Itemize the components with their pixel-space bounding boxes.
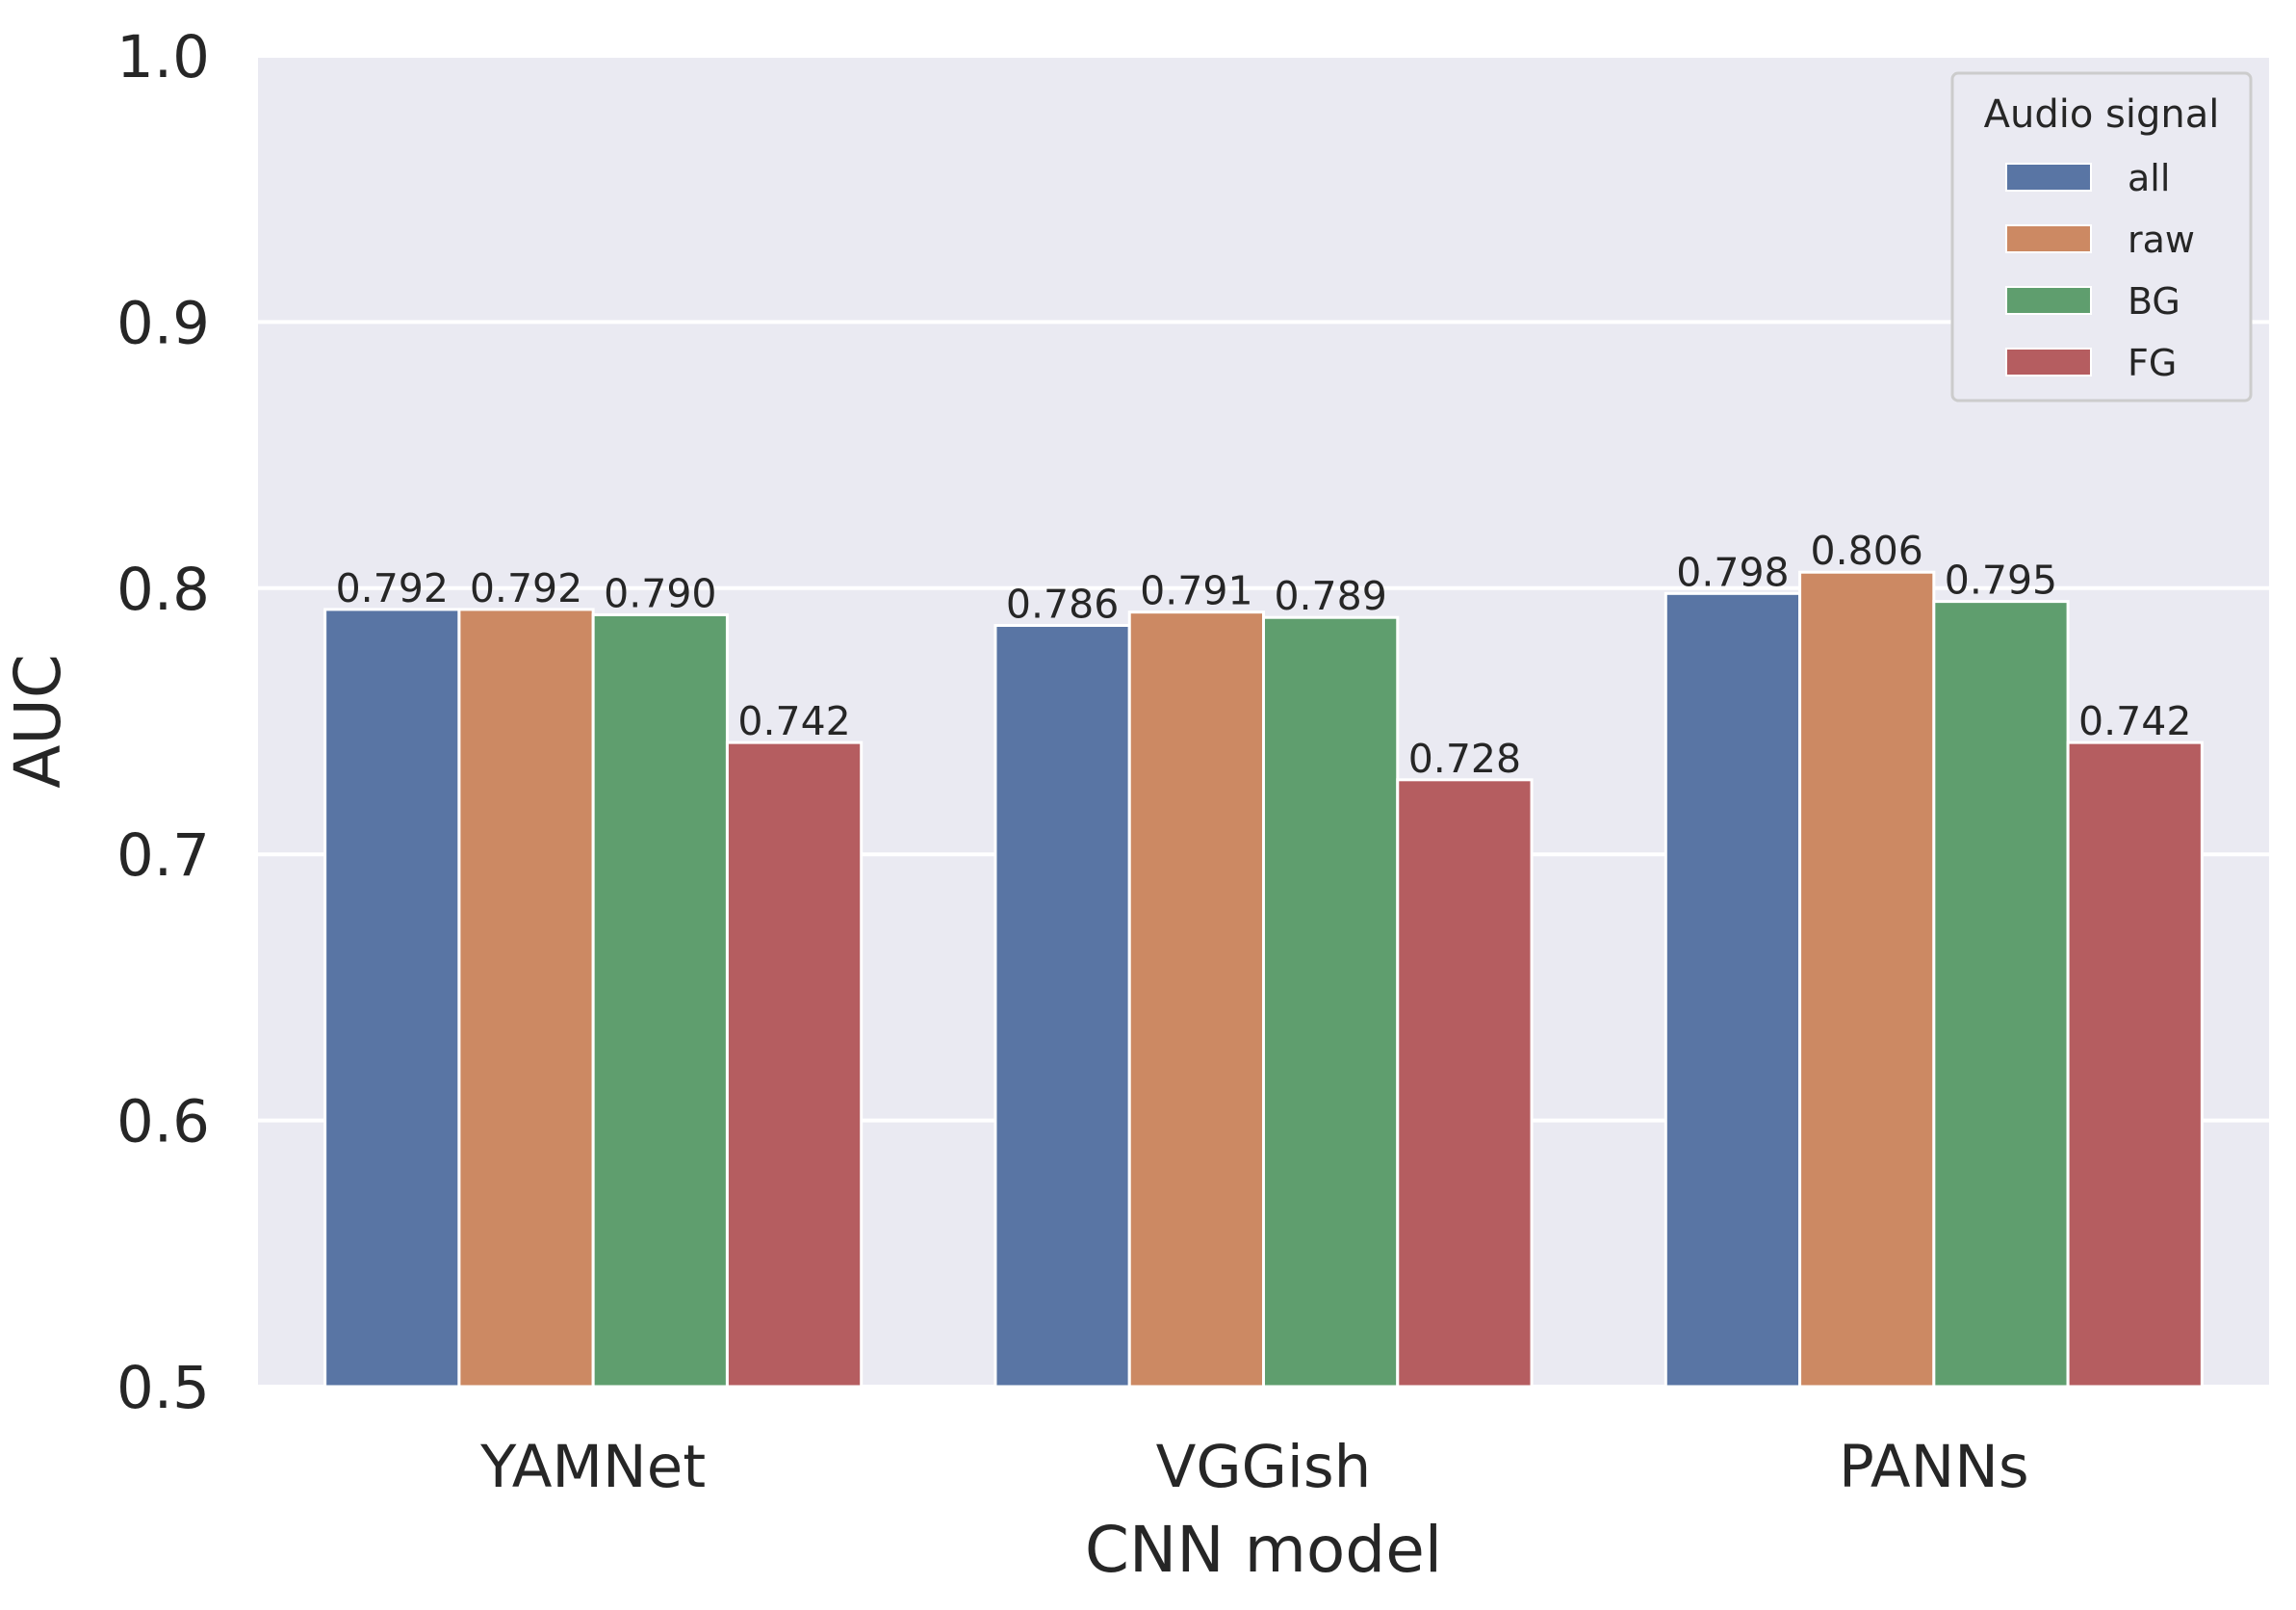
bars [323, 570, 2204, 1389]
bar-BG-YAMNet [591, 612, 729, 1389]
bar-label: 0.792 [336, 565, 449, 611]
bar-label: 0.792 [470, 565, 582, 611]
bar-label: 0.789 [1274, 573, 1386, 619]
legend-label: raw [2128, 219, 2195, 261]
bar-all-YAMNet [323, 608, 461, 1389]
x-tick-label: VGGish [1156, 1433, 1372, 1501]
bar-label: 0.742 [737, 698, 850, 744]
bar-label: 0.728 [1408, 736, 1521, 782]
y-axis-label: AUC [1, 654, 75, 789]
bar-label: 0.798 [1676, 549, 1789, 595]
bar-label: 0.790 [604, 570, 716, 616]
bar-label: 0.786 [1006, 581, 1119, 627]
y-tick-label: 0.9 [116, 289, 210, 357]
y-tick-label: 1.0 [116, 23, 210, 91]
x-axis-label: CNN model [1085, 1513, 1442, 1587]
legend-box [1950, 71, 2253, 402]
bar-label: 0.795 [1945, 558, 2057, 604]
bar-FG-PANNs [2066, 740, 2204, 1389]
x-tick-label: PANNs [1839, 1433, 2029, 1501]
legend-swatch-BG [2005, 286, 2092, 315]
bar-BG-PANNs [1932, 600, 2070, 1389]
y-tick-label: 0.6 [116, 1088, 210, 1156]
legend-items: all raw BG FG [2005, 157, 2195, 384]
x-tick-labels: YAMNet VGGish PANNs [479, 1433, 2028, 1501]
legend-swatch-raw [2005, 224, 2092, 253]
bar-BG-VGGish [1262, 615, 1400, 1389]
legend-label: FG [2128, 342, 2177, 384]
y-tick-label: 0.7 [116, 821, 210, 890]
bar-raw-VGGish [1127, 610, 1265, 1389]
legend-swatch-FG [2005, 348, 2092, 377]
bar-label: 0.791 [1140, 568, 1252, 614]
legend-label: BG [2128, 280, 2180, 323]
bar-value-labels: 0.792 0.792 0.790 0.742 0.786 0.791 0.789 0.728… [336, 528, 2192, 782]
bar-label: 0.806 [1811, 528, 1923, 574]
y-tick-label: 0.5 [116, 1354, 210, 1422]
legend-label: all [2128, 157, 2170, 199]
bar-all-PANNs [1664, 591, 1802, 1389]
y-tick-labels: 0.5 0.6 0.7 0.8 0.9 1.0 [116, 23, 210, 1422]
bar-label: 0.742 [2078, 698, 2191, 744]
y-tick-label: 0.8 [116, 556, 210, 624]
x-tick-label: YAMNet [479, 1433, 706, 1501]
legend-swatch-all [2005, 163, 2092, 192]
bar-raw-PANNs [1798, 570, 1936, 1389]
legend: Audio signal all raw BG FG [1950, 71, 2253, 402]
legend-title: Audio signal [1984, 92, 2220, 137]
bar-FG-VGGish [1396, 778, 1534, 1389]
bar-raw-YAMNet [457, 608, 595, 1389]
bar-all-VGGish [993, 623, 1131, 1389]
bar-FG-YAMNet [725, 740, 864, 1389]
